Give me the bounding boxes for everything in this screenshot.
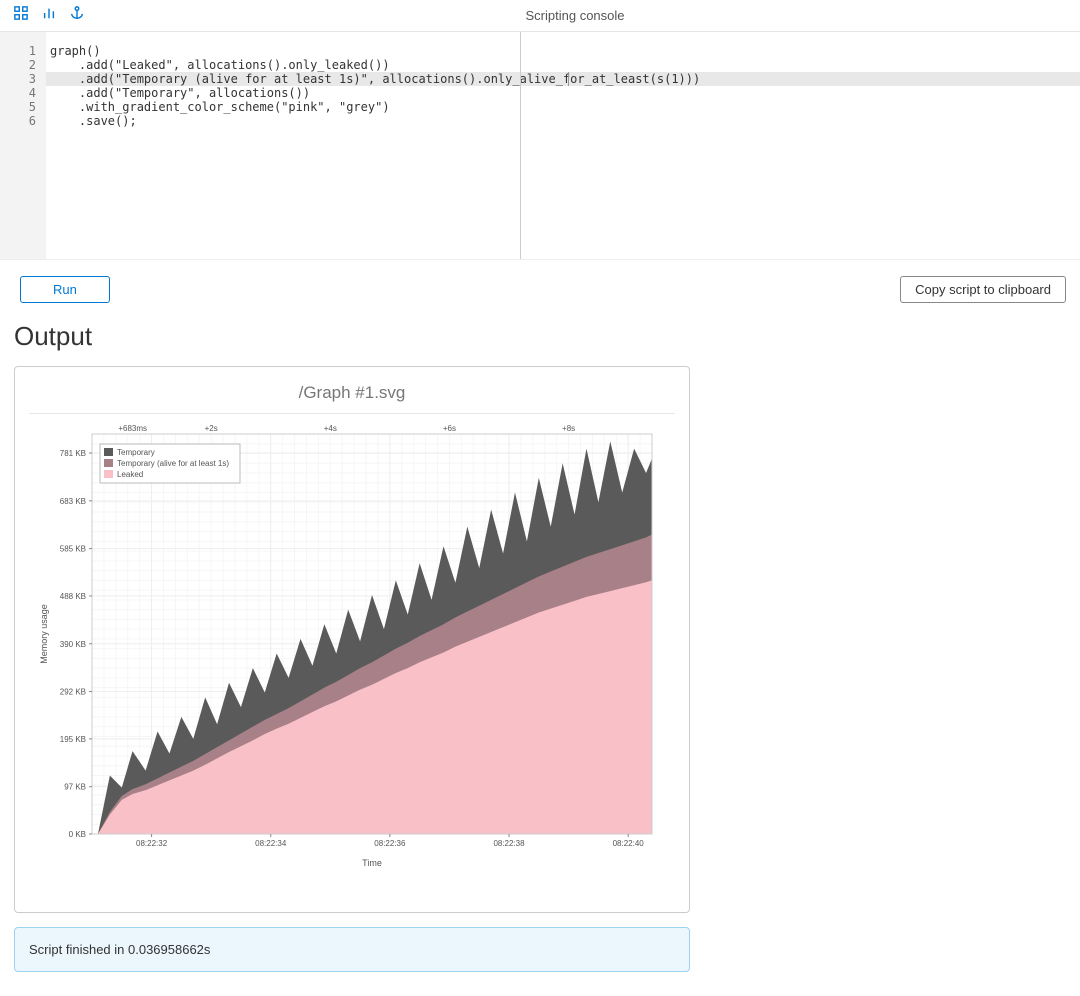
output-card: /Graph #1.svg 0 KB 97 KB 195 KB 292 KB 390 K… — [14, 366, 690, 913]
code-editor[interactable]: 123456 graph() .add("Leaked", allocation… — [0, 32, 1080, 260]
page-title: Scripting console — [84, 8, 1066, 23]
svg-text:292 KB: 292 KB — [60, 688, 86, 697]
svg-text:97 KB: 97 KB — [64, 783, 86, 792]
code-area[interactable]: graph() .add("Leaked", allocations().onl… — [46, 32, 1080, 259]
svg-text:08:22:32: 08:22:32 — [136, 839, 168, 848]
svg-text:195 KB: 195 KB — [60, 735, 86, 744]
svg-text:+6s: +6s — [443, 424, 456, 433]
controls-bar: Run Copy script to clipboard — [0, 260, 1080, 311]
svg-text:Time: Time — [362, 858, 382, 868]
top-bar: Scripting console — [0, 0, 1080, 32]
svg-text:390 KB: 390 KB — [60, 640, 86, 649]
output-heading: Output — [14, 321, 1080, 352]
svg-text:+8s: +8s — [562, 424, 575, 433]
svg-text:08:22:40: 08:22:40 — [613, 839, 645, 848]
svg-text:Leaked: Leaked — [117, 470, 143, 479]
memory-chart: 0 KB 97 KB 195 KB 292 KB 390 KB 488 KB 585 KB 6… — [32, 424, 672, 894]
editor-splitter-icon — [520, 32, 521, 259]
svg-text:08:22:38: 08:22:38 — [493, 839, 525, 848]
chart-icon[interactable] — [42, 6, 56, 25]
status-message: Script finished in 0.036958662s — [14, 927, 690, 972]
svg-text:683 KB: 683 KB — [60, 497, 86, 506]
svg-text:488 KB: 488 KB — [60, 592, 86, 601]
grid-icon[interactable] — [14, 6, 28, 25]
svg-text:0 KB: 0 KB — [69, 830, 86, 839]
chart-title: /Graph #1.svg — [29, 377, 675, 413]
run-button[interactable]: Run — [20, 276, 110, 303]
anchor-icon[interactable] — [70, 6, 84, 25]
svg-text:08:22:36: 08:22:36 — [374, 839, 406, 848]
svg-text:585 KB: 585 KB — [60, 545, 86, 554]
svg-text:+683ms: +683ms — [118, 424, 147, 433]
line-gutter: 123456 — [0, 32, 46, 259]
svg-text:Temporary (alive for at least: Temporary (alive for at least 1s) — [117, 459, 229, 468]
svg-text:Temporary: Temporary — [117, 448, 155, 457]
svg-text:+2s: +2s — [205, 424, 218, 433]
svg-text:+4s: +4s — [324, 424, 337, 433]
svg-text:08:22:34: 08:22:34 — [255, 839, 287, 848]
copy-script-button[interactable]: Copy script to clipboard — [900, 276, 1066, 303]
svg-text:Memory usage: Memory usage — [39, 604, 49, 664]
toolbar-icons — [14, 6, 84, 25]
svg-text:781 KB: 781 KB — [60, 449, 86, 458]
